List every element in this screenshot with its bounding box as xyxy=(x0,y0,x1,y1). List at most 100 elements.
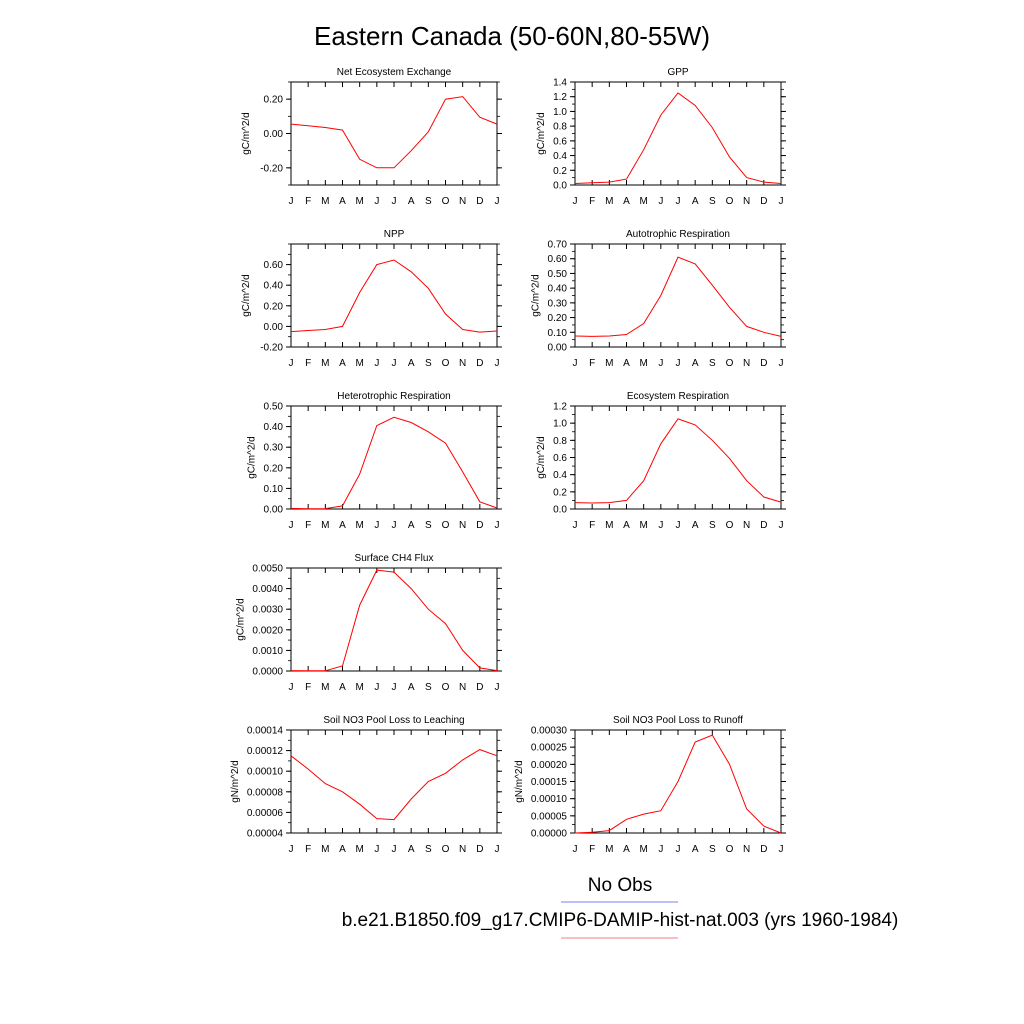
x-tick-label: A xyxy=(692,196,699,207)
y-tick-label: 0.20 xyxy=(264,95,284,106)
y-tick-label: 0.40 xyxy=(264,422,284,433)
series-line xyxy=(574,734,782,834)
y-tick-label: 0.0010 xyxy=(252,646,283,657)
x-tick-label: S xyxy=(709,196,716,207)
x-tick-label: M xyxy=(605,358,613,369)
x-tick-label: N xyxy=(743,196,750,207)
x-tick-label: J xyxy=(392,520,397,531)
plot-frame xyxy=(574,405,782,510)
x-tick-label: F xyxy=(589,520,595,531)
x-tick-label: F xyxy=(305,844,311,855)
x-tick-label: D xyxy=(476,520,483,531)
y-tick-label: 0.00 xyxy=(548,343,568,354)
plot-frame xyxy=(290,567,498,672)
x-tick-label: N xyxy=(459,196,466,207)
x-tick-label: J xyxy=(495,844,500,855)
x-tick-label: A xyxy=(623,844,630,855)
y-tick-label: 0.60 xyxy=(264,260,284,271)
x-tick-label: J xyxy=(676,358,681,369)
x-tick-label: J xyxy=(658,520,663,531)
series-line xyxy=(574,418,782,504)
x-tick-label: M xyxy=(639,520,647,531)
y-axis-label: gC/m^2/d xyxy=(235,598,246,641)
panel-title: NPP xyxy=(384,229,405,240)
y-tick-label: 0.00008 xyxy=(247,787,284,798)
x-tick-label: N xyxy=(459,520,466,531)
x-tick-label: O xyxy=(442,844,450,855)
y-tick-label: 0.40 xyxy=(548,284,568,295)
x-tick-label: J xyxy=(374,196,379,207)
y-tick-label: 1.4 xyxy=(553,78,567,89)
x-tick-label: O xyxy=(726,844,734,855)
x-tick-label: J xyxy=(676,520,681,531)
y-tick-label: 0.4 xyxy=(553,470,567,481)
y-tick-label: 0.00015 xyxy=(531,777,568,788)
x-tick-label: J xyxy=(573,358,578,369)
x-tick-label: S xyxy=(709,358,716,369)
x-tick-label: S xyxy=(425,682,432,693)
y-tick-label: 0.0050 xyxy=(252,564,283,575)
legend-model-label: b.e21.B1850.f09_g17.CMIP6-DAMIP-hist-nat… xyxy=(342,910,899,931)
x-tick-label: J xyxy=(289,844,294,855)
x-tick-label: O xyxy=(726,520,734,531)
x-tick-label: M xyxy=(355,682,363,693)
x-tick-label: J xyxy=(289,520,294,531)
x-tick-label: J xyxy=(392,196,397,207)
x-tick-label: J xyxy=(573,844,578,855)
x-tick-label: M xyxy=(355,358,363,369)
x-tick-label: M xyxy=(639,844,647,855)
y-tick-label: 0.6 xyxy=(553,136,567,147)
y-tick-label: 0.6 xyxy=(553,453,567,464)
y-axis-label: gN/m^2/d xyxy=(514,760,525,803)
x-tick-label: M xyxy=(605,844,613,855)
x-tick-label: A xyxy=(623,358,630,369)
x-tick-label: M xyxy=(639,196,647,207)
plot-frame xyxy=(290,81,498,186)
x-tick-label: F xyxy=(589,358,595,369)
plot-frame xyxy=(290,405,498,510)
x-tick-label: A xyxy=(408,358,415,369)
plot-frame xyxy=(574,243,782,348)
x-tick-label: N xyxy=(743,358,750,369)
x-tick-label: N xyxy=(743,520,750,531)
legend: No Obs b.e21.B1850.f09_g17.CMIP6-DAMIP-h… xyxy=(342,875,899,939)
y-tick-label: 0.30 xyxy=(264,443,284,454)
x-tick-label: J xyxy=(289,358,294,369)
panel-title: Surface CH4 Flux xyxy=(355,553,434,564)
x-tick-label: M xyxy=(355,844,363,855)
panel-title: Net Ecosystem Exchange xyxy=(337,67,452,78)
y-tick-label: 0.00010 xyxy=(247,767,284,778)
x-tick-label: A xyxy=(623,196,630,207)
x-tick-label: O xyxy=(442,358,450,369)
y-tick-label: 0.0020 xyxy=(252,625,283,636)
y-tick-label: 0.0 xyxy=(553,505,567,516)
x-tick-label: J xyxy=(495,520,500,531)
x-tick-label: J xyxy=(392,358,397,369)
y-tick-label: 1.2 xyxy=(553,402,567,413)
x-tick-label: F xyxy=(305,682,311,693)
x-tick-label: J xyxy=(658,358,663,369)
x-tick-label: J xyxy=(495,196,500,207)
x-tick-label: O xyxy=(442,682,450,693)
x-tick-label: F xyxy=(305,520,311,531)
y-tick-label: 0.8 xyxy=(553,122,567,133)
y-tick-label: 0.2 xyxy=(553,487,567,498)
x-tick-label: F xyxy=(589,844,595,855)
x-tick-label: M xyxy=(321,520,329,531)
x-tick-label: M xyxy=(605,520,613,531)
y-axis-label: gC/m^2/d xyxy=(247,436,258,479)
x-tick-label: S xyxy=(709,520,716,531)
panel-title: Autotrophic Respiration xyxy=(626,229,730,240)
panel-title: Soil NO3 Pool Loss to Leaching xyxy=(323,715,464,726)
y-tick-label: 0.40 xyxy=(264,281,284,292)
y-tick-label: 0.20 xyxy=(264,301,284,312)
y-tick-label: 0.10 xyxy=(548,328,568,339)
x-tick-label: J xyxy=(495,358,500,369)
x-tick-label: F xyxy=(305,358,311,369)
x-tick-label: J xyxy=(374,844,379,855)
